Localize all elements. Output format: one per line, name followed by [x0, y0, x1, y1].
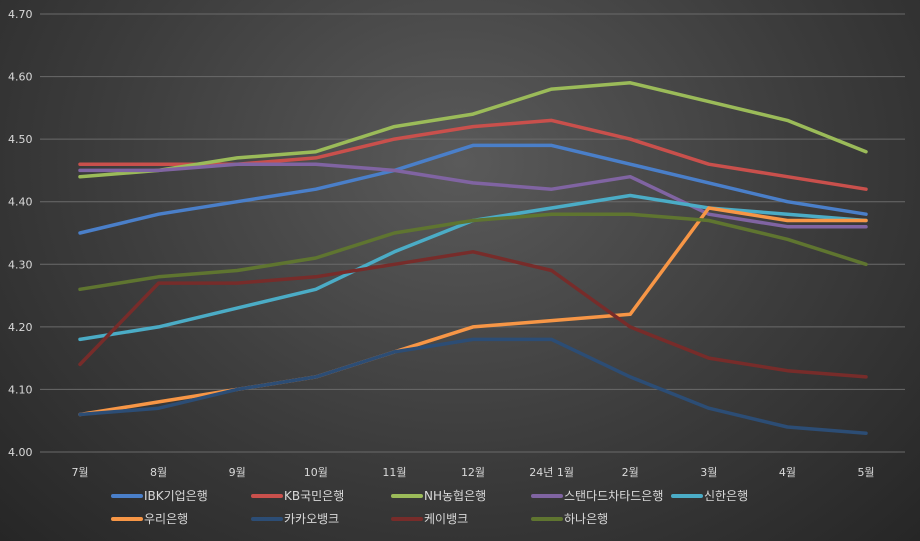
x-tick-label: 7월 [71, 466, 88, 479]
x-tick-label: 11월 [382, 466, 406, 479]
x-tick-label: 5월 [857, 466, 874, 479]
legend-label: 신한은행 [704, 488, 748, 503]
x-tick-label: 10월 [304, 466, 328, 479]
series-line [78, 118, 868, 191]
series-line [78, 162, 868, 229]
x-tick-label: 2월 [622, 466, 639, 479]
y-tick-label: 4.70 [8, 8, 33, 21]
y-axis-ticks: 4.00 4.10 4.20 4.30 4.40 4.50 4.60 4.70 [8, 8, 33, 459]
legend-label: IBK기업은행 [144, 488, 208, 503]
x-tick-label: 4월 [779, 466, 796, 479]
x-tick-label: 8월 [150, 466, 167, 479]
series-line [78, 143, 868, 235]
legend-label: 스탠다드차타드은행 [564, 488, 663, 503]
x-tick-label: 3월 [700, 466, 717, 479]
x-axis-ticks: 7월 8월 9월 10월 11월 12월 24년 1월 2월 3월 4월 5월 [71, 466, 874, 479]
legend-label: NH농협은행 [424, 488, 486, 503]
series-lines [78, 81, 868, 435]
legend-label: 우리은행 [144, 511, 188, 526]
series-line [78, 337, 868, 435]
legend-label: 케이뱅크 [424, 512, 468, 526]
y-tick-label: 4.00 [8, 446, 33, 459]
legend-label: 카카오뱅크 [284, 512, 339, 526]
x-tick-label: 12월 [461, 466, 485, 479]
legend-label: 하나은행 [564, 511, 608, 526]
series-line [78, 193, 868, 342]
series-line [78, 206, 868, 417]
y-tick-label: 4.20 [8, 321, 33, 334]
x-tick-label: 24년 1월 [529, 466, 574, 479]
y-tick-label: 4.40 [8, 196, 33, 209]
y-tick-label: 4.50 [8, 133, 33, 146]
x-tick-label: 9월 [229, 466, 246, 479]
series-line [78, 212, 868, 292]
series-line [78, 81, 868, 179]
gridlines [40, 13, 905, 453]
y-tick-label: 4.10 [8, 383, 33, 396]
legend-label: KB국민은행 [284, 488, 344, 503]
series-line [78, 250, 868, 379]
y-tick-label: 4.60 [8, 71, 33, 84]
y-tick-label: 4.30 [8, 258, 33, 271]
